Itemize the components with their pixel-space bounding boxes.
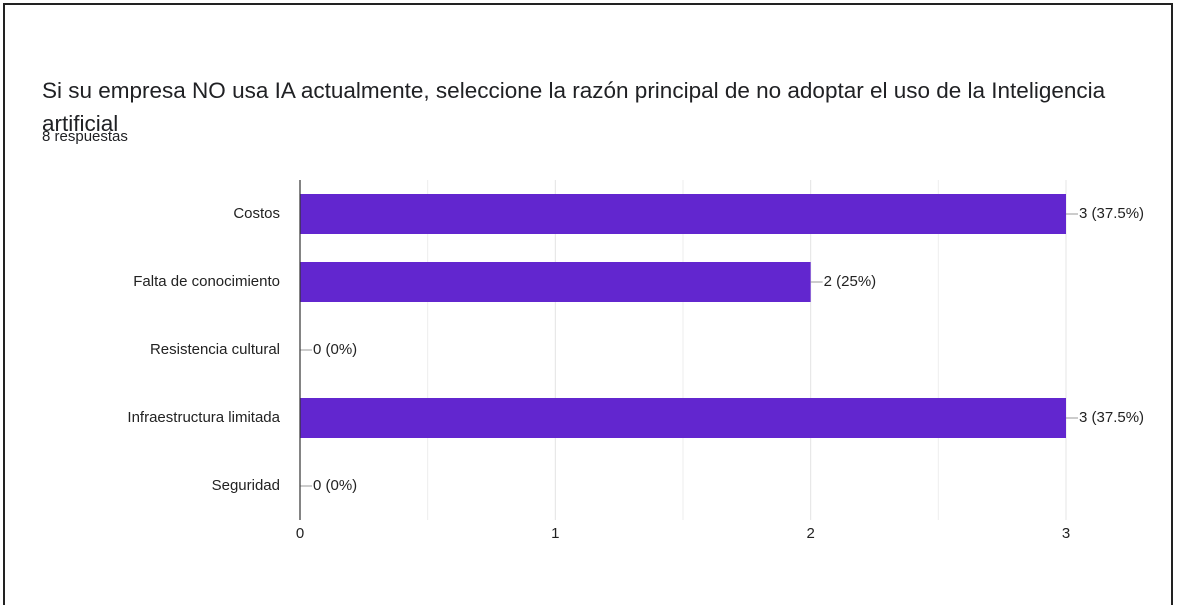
value-label: 3 (37.5%) (1079, 205, 1144, 222)
value-label: 3 (37.5%) (1079, 409, 1144, 426)
card-border (3, 3, 1173, 605)
x-tick-label: 0 (296, 525, 304, 542)
value-label: 0 (0%) (313, 341, 357, 358)
x-tick-label: 3 (1062, 525, 1070, 542)
chart-title: Si su empresa NO usa IA actualmente, sel… (42, 78, 1106, 136)
x-tick-label: 2 (806, 525, 814, 542)
y-tick-label: Seguridad (212, 477, 280, 494)
chart-subtitle: 8 respuestas (42, 128, 128, 145)
y-tick-label: Falta de conocimiento (133, 273, 280, 290)
value-label: 2 (25%) (824, 273, 877, 290)
y-tick-label: Resistencia cultural (150, 341, 280, 358)
y-tick-label: Infraestructura limitada (127, 409, 280, 426)
bar (300, 194, 1066, 234)
bar (300, 398, 1066, 438)
bar (300, 262, 811, 302)
value-label: 0 (0%) (313, 477, 357, 494)
y-tick-label: Costos (233, 205, 280, 222)
x-tick-label: 1 (551, 525, 559, 542)
